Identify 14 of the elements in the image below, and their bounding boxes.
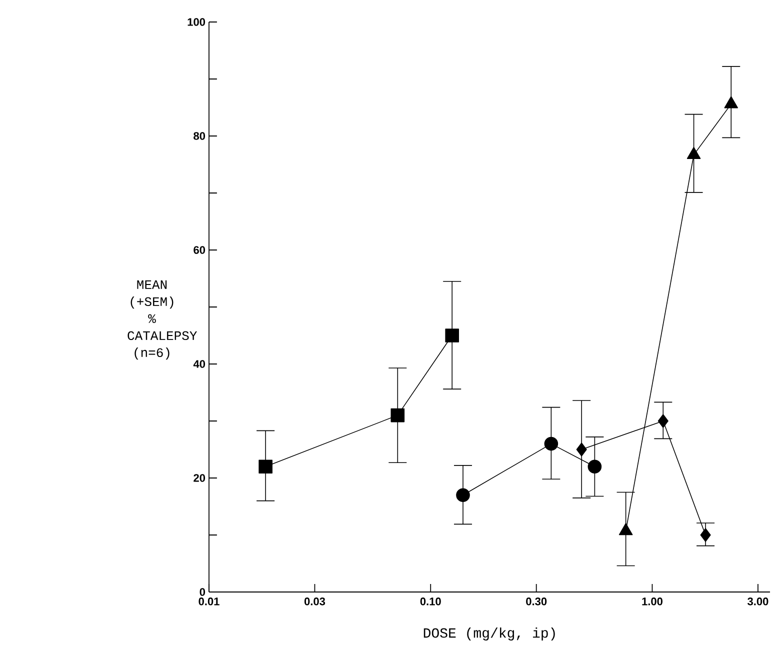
x-tick-label: 0.30 (526, 598, 547, 606)
y-tick-label: 60 (194, 246, 206, 254)
y-tick-label: 0 (200, 588, 206, 596)
x-tick-label: 3.00 (748, 598, 768, 606)
y-axis-title: MEAN (+SEM) % CATALEPSY (n=6) (128, 280, 197, 360)
x-tick-label: 1.00 (642, 598, 662, 606)
x-axis-title: DOSE (mg/kg, ip) (424, 627, 555, 641)
y-tick-label: 40 (193, 360, 206, 368)
y-tick-label: 20 (194, 474, 206, 482)
y-tick-label: 100 (188, 18, 206, 26)
y-tick-label: 80 (194, 132, 206, 140)
x-tick-label: 0.10 (420, 598, 441, 606)
x-tick-label: 0.03 (304, 598, 326, 606)
x-tick-label: 0.01 (198, 598, 220, 606)
